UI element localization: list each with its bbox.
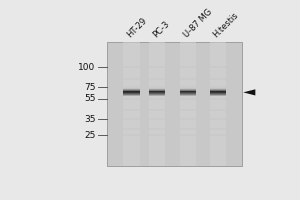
Bar xyxy=(210,91,226,92)
Bar xyxy=(149,42,165,166)
Bar xyxy=(180,94,196,95)
Bar xyxy=(180,91,196,92)
Bar xyxy=(180,88,196,89)
Text: 25: 25 xyxy=(84,131,96,140)
Polygon shape xyxy=(243,89,255,95)
Bar xyxy=(123,88,140,89)
Text: 75: 75 xyxy=(84,83,96,92)
Bar xyxy=(210,89,226,90)
Bar xyxy=(210,42,226,166)
Bar xyxy=(149,93,165,94)
Bar xyxy=(123,96,140,97)
Bar xyxy=(180,92,196,93)
Bar xyxy=(149,95,165,96)
Bar xyxy=(123,90,140,91)
Bar xyxy=(210,94,226,95)
Bar xyxy=(149,89,165,90)
Bar xyxy=(149,94,165,95)
Bar xyxy=(180,88,196,89)
Bar xyxy=(149,92,165,93)
Text: U-87 MG: U-87 MG xyxy=(182,7,214,39)
Bar xyxy=(149,96,165,97)
Bar xyxy=(107,42,242,166)
Bar xyxy=(123,94,140,95)
Bar xyxy=(123,91,140,92)
Bar xyxy=(149,88,165,89)
Bar xyxy=(123,89,140,90)
Text: 100: 100 xyxy=(78,63,96,72)
Bar xyxy=(149,90,165,91)
Bar xyxy=(210,91,226,92)
Bar xyxy=(123,88,140,89)
Bar xyxy=(210,88,226,89)
Text: 55: 55 xyxy=(84,94,96,103)
Text: H.testis: H.testis xyxy=(212,11,240,39)
Bar xyxy=(180,96,196,97)
Bar xyxy=(123,91,140,92)
Bar xyxy=(180,89,196,90)
Bar xyxy=(149,91,165,92)
Bar xyxy=(210,93,226,94)
Bar xyxy=(149,91,165,92)
Bar xyxy=(180,90,196,91)
Bar xyxy=(123,92,140,93)
Bar xyxy=(149,88,165,89)
Bar xyxy=(180,42,196,166)
Text: 35: 35 xyxy=(84,115,96,124)
Bar xyxy=(123,95,140,96)
Bar xyxy=(210,90,226,91)
Bar xyxy=(210,92,226,93)
Bar xyxy=(180,95,196,96)
Bar xyxy=(210,95,226,96)
Bar xyxy=(180,93,196,94)
Bar xyxy=(210,88,226,89)
Bar xyxy=(123,93,140,94)
Text: PC-3: PC-3 xyxy=(151,19,171,39)
Bar xyxy=(180,91,196,92)
Bar xyxy=(210,96,226,97)
Text: HT-29: HT-29 xyxy=(125,16,148,39)
Bar xyxy=(123,42,140,166)
